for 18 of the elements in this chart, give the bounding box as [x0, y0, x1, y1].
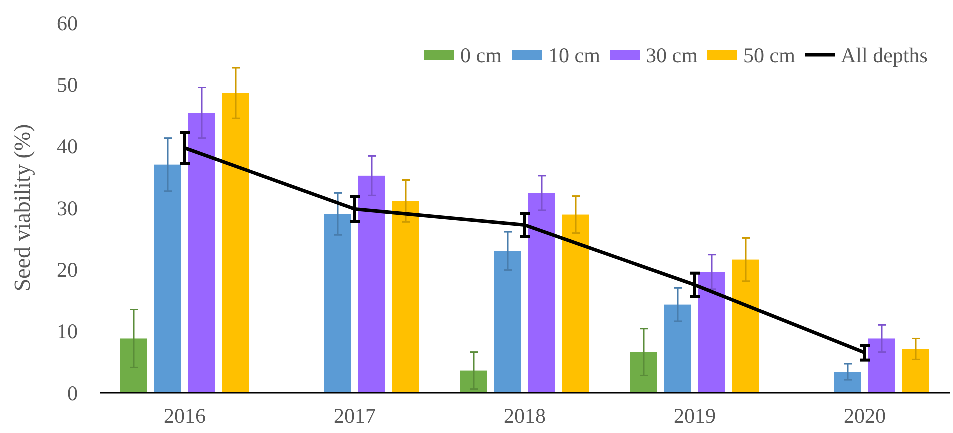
legend-label: 0 cm	[460, 43, 502, 68]
x-tick-label: 2017	[334, 404, 376, 428]
y-tick-label: 40	[57, 134, 78, 159]
legend-label: 50 cm	[744, 43, 796, 68]
x-tick-label: 2018	[504, 404, 546, 428]
legend-label: 10 cm	[548, 43, 600, 68]
x-tick-label: 2020	[844, 404, 886, 428]
y-tick-label: 50	[57, 73, 78, 98]
y-tick-label: 30	[57, 196, 78, 220]
y-axis-title: Seed viability (%)	[10, 124, 35, 292]
legend-label: 30 cm	[646, 43, 698, 68]
y-tick-label: 60	[57, 11, 78, 36]
legend-label: All depths	[841, 43, 928, 68]
y-tick-label: 0	[68, 381, 78, 406]
y-tick-label: 20	[57, 258, 78, 282]
x-tick-label: 2019	[674, 404, 716, 428]
y-tick-label: 10	[57, 320, 78, 344]
x-tick-label: 2016	[164, 404, 206, 428]
